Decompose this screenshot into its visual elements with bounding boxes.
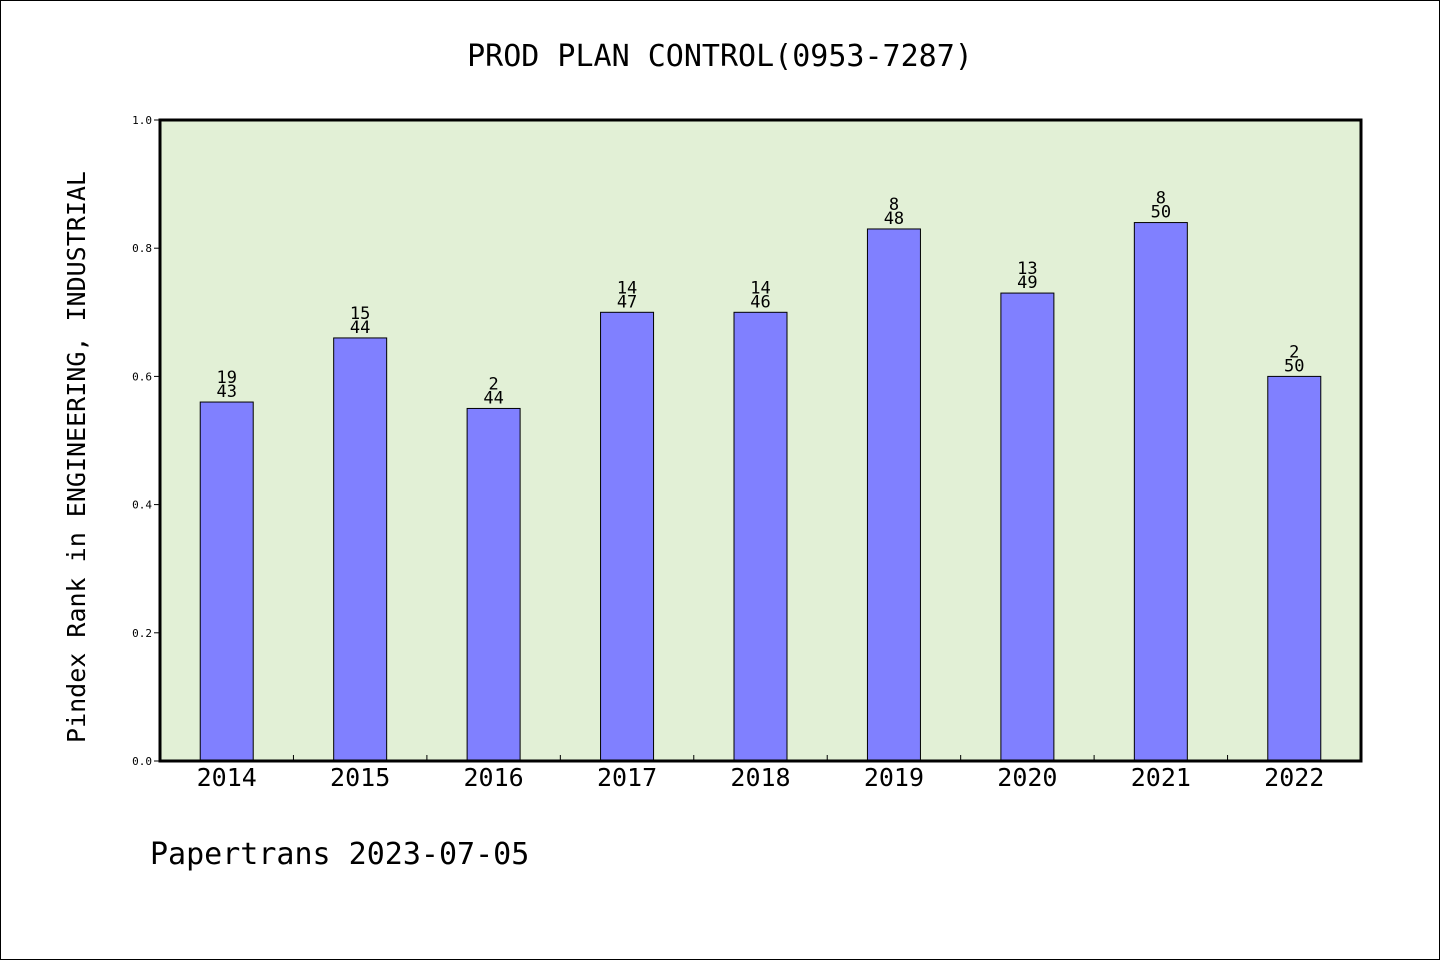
y-axis-label: Pindex Rank in ENGINEERING, INDUSTRIAL <box>62 171 91 743</box>
x-tick-label: 2014 <box>197 763 257 792</box>
bar-total-label: 50 <box>1151 203 1171 223</box>
bar-2019 <box>866 228 921 762</box>
bar-2021 <box>1133 222 1188 762</box>
y-tick-label: 0.2 <box>132 627 152 640</box>
y-tick-label: 0.6 <box>132 370 152 383</box>
bar-total-label: 47 <box>617 292 637 312</box>
x-axis-ticks: 2014 2015 2016 2017 2018 2019 2020 2021 2022 <box>197 755 1324 792</box>
bars <box>199 222 1322 762</box>
x-tick-label: 2019 <box>864 763 924 792</box>
x-tick-label: 2020 <box>997 763 1057 792</box>
bar-2014 <box>199 401 254 762</box>
y-tick-label: 0.4 <box>132 499 152 512</box>
bar-2018 <box>733 311 788 762</box>
bar-total-label: 50 <box>1284 356 1304 376</box>
bar-2016 <box>466 407 521 762</box>
bar-rank-label: 14 <box>617 278 637 298</box>
bar-2020 <box>1000 292 1055 762</box>
bar-rank-label: 2 <box>488 374 498 394</box>
bar-rank-label: 19 <box>216 368 236 388</box>
bar-2022 <box>1267 375 1322 762</box>
y-tick-label: 0.8 <box>132 242 152 255</box>
bar-total-label: 43 <box>216 382 236 402</box>
y-tick-label: 1.0 <box>132 114 152 127</box>
bar-rank-label: 2 <box>1289 342 1299 362</box>
x-tick-label: 2021 <box>1131 763 1191 792</box>
y-axis-ticks: 0.0 0.2 0.4 0.6 0.8 1.0 <box>132 114 160 768</box>
bar-2015 <box>333 337 388 762</box>
x-tick-label: 2022 <box>1264 763 1324 792</box>
bar-total-label: 49 <box>1017 273 1037 293</box>
x-tick-label: 2016 <box>464 763 524 792</box>
x-tick-label: 2015 <box>330 763 390 792</box>
plot-border <box>158 118 1363 763</box>
chart-title: PROD PLAN CONTROL(0953-7287) <box>467 39 973 74</box>
bar-total-label: 44 <box>483 388 503 408</box>
bar-rank-label: 13 <box>1017 259 1037 279</box>
bar-rank-label: 15 <box>350 304 370 324</box>
footer-text: Papertrans 2023-07-05 <box>150 837 529 872</box>
bar-total-label: 48 <box>884 209 904 229</box>
bar-total-label: 46 <box>750 292 770 312</box>
x-tick-label: 2018 <box>730 763 790 792</box>
bar-rank-label: 8 <box>1156 189 1166 209</box>
y-tick-label: 0.0 <box>132 755 152 768</box>
bar-rank-label: 14 <box>750 278 770 298</box>
bar-rank-label: 8 <box>889 195 899 215</box>
bar-total-label: 44 <box>350 318 370 338</box>
x-tick-label: 2017 <box>597 763 657 792</box>
bar-2017 <box>600 311 655 762</box>
